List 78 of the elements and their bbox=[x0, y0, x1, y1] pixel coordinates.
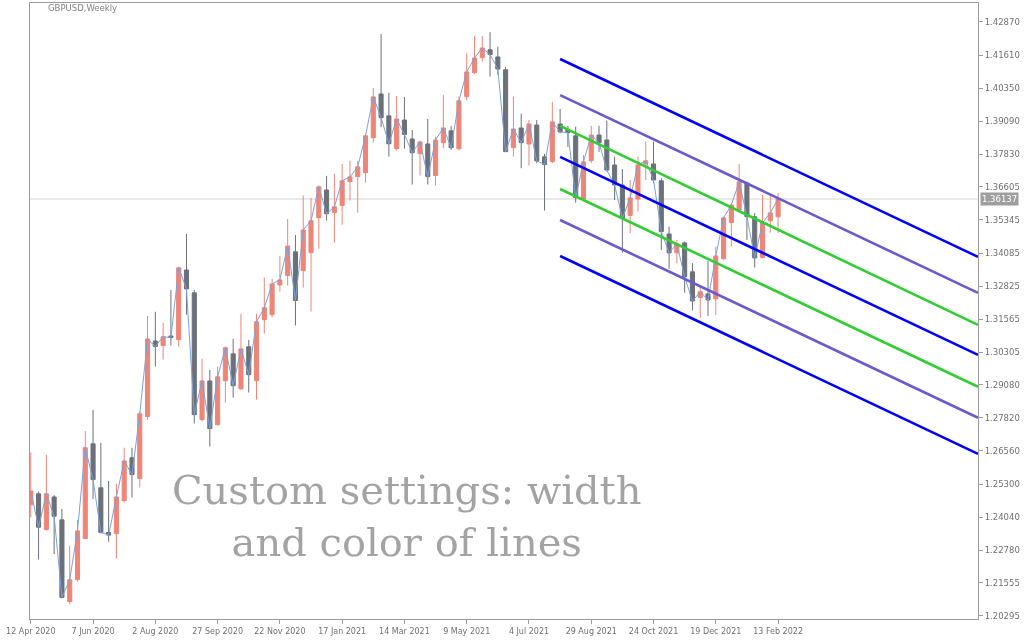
x-tick-label: 7 Jun 2020 bbox=[71, 626, 115, 636]
candlestick bbox=[347, 160, 353, 202]
candlestick bbox=[215, 366, 221, 427]
candlestick bbox=[433, 136, 439, 187]
candlestick bbox=[74, 519, 81, 583]
candlestick bbox=[43, 454, 49, 532]
x-tick-label: 4 Jul 2021 bbox=[508, 626, 550, 636]
candlestick bbox=[456, 96, 462, 152]
x-tick-label: 19 Dec 2021 bbox=[690, 626, 742, 636]
candlestick bbox=[487, 31, 493, 78]
x-tick-label: 9 May 2021 bbox=[443, 626, 491, 636]
candlestick bbox=[67, 545, 73, 605]
candlestick bbox=[339, 163, 345, 226]
y-tick-label: 1.32825 bbox=[984, 281, 1020, 292]
candlestick bbox=[775, 192, 781, 234]
candlestick bbox=[121, 447, 127, 503]
candlestick bbox=[331, 173, 337, 244]
candlestick bbox=[277, 255, 283, 293]
candlestick bbox=[300, 195, 306, 289]
candlestick bbox=[355, 160, 361, 214]
candlestick bbox=[90, 409, 96, 500]
candlestick bbox=[238, 313, 244, 391]
y-tick-label: 1.29080 bbox=[984, 379, 1020, 390]
y-tick-label: 1.34085 bbox=[984, 247, 1020, 258]
candlestick bbox=[253, 313, 260, 401]
candlestick bbox=[378, 33, 384, 128]
y-tick-label: 1.24040 bbox=[984, 512, 1020, 523]
candlestick bbox=[183, 233, 190, 316]
y-tick-label: 1.31565 bbox=[984, 314, 1020, 325]
y-tick-label: 1.30305 bbox=[984, 347, 1020, 358]
y-tick-label: 1.42870 bbox=[984, 16, 1020, 27]
x-tick-label: 22 Nov 2020 bbox=[254, 626, 306, 636]
candlestick bbox=[308, 197, 314, 313]
annotation: Custom settings: width and color of lines bbox=[172, 467, 642, 565]
candlestick bbox=[145, 315, 151, 421]
y-tick-label: 1.25300 bbox=[984, 479, 1020, 490]
y-tick-label: 1.36605 bbox=[984, 181, 1020, 192]
y-tick-label: 1.20295 bbox=[984, 610, 1020, 621]
candlestick bbox=[471, 35, 478, 75]
candlestick bbox=[464, 52, 470, 101]
candlestick bbox=[261, 277, 267, 335]
candlestick bbox=[168, 289, 174, 346]
x-tick-label: 12 Apr 2020 bbox=[6, 626, 56, 636]
y-tick-label: 1.21555 bbox=[984, 577, 1020, 588]
candlestick bbox=[549, 101, 555, 164]
y-tick-label: 1.35345 bbox=[984, 214, 1020, 225]
candlestick bbox=[362, 134, 369, 184]
candlestick bbox=[82, 430, 88, 540]
candlestick bbox=[534, 119, 540, 164]
ref-line-label: 1.36137 bbox=[982, 194, 1018, 204]
x-tick-label: 29 Aug 2021 bbox=[565, 626, 617, 636]
y-tick-label: 1.39090 bbox=[984, 116, 1020, 127]
x-tick-label: 17 Jan 2021 bbox=[318, 626, 367, 636]
candlestick bbox=[51, 494, 57, 555]
candlestick bbox=[160, 322, 166, 361]
x-tick-label: 13 Feb 2022 bbox=[753, 626, 803, 636]
candlestick bbox=[495, 46, 501, 76]
y-tick-label: 1.37830 bbox=[984, 149, 1020, 160]
candlestick bbox=[113, 483, 119, 559]
x-tick-label: 24 Oct 2021 bbox=[628, 626, 679, 636]
chart-title: GBPUSD,Weekly bbox=[48, 2, 118, 13]
y-tick-label: 1.22780 bbox=[984, 545, 1020, 556]
y-tick-label: 1.26560 bbox=[984, 445, 1020, 456]
candlestick bbox=[98, 442, 104, 534]
x-tick-label: 2 Aug 2020 bbox=[132, 626, 179, 636]
y-tick-label: 1.40350 bbox=[984, 83, 1020, 94]
x-tick-label: 27 Sep 2020 bbox=[192, 626, 243, 636]
candlestick bbox=[137, 410, 143, 488]
candlestick bbox=[106, 480, 112, 543]
y-tick-label: 1.41610 bbox=[984, 50, 1020, 61]
candlestick bbox=[152, 311, 158, 367]
candlestick bbox=[627, 179, 633, 234]
x-tick-label: 14 Mar 2021 bbox=[379, 626, 430, 636]
candlestick bbox=[401, 96, 407, 150]
candlestick bbox=[269, 278, 275, 319]
candlestick bbox=[767, 195, 773, 234]
line-series bbox=[30, 47, 779, 598]
y-tick-label: 1.27820 bbox=[984, 412, 1020, 423]
